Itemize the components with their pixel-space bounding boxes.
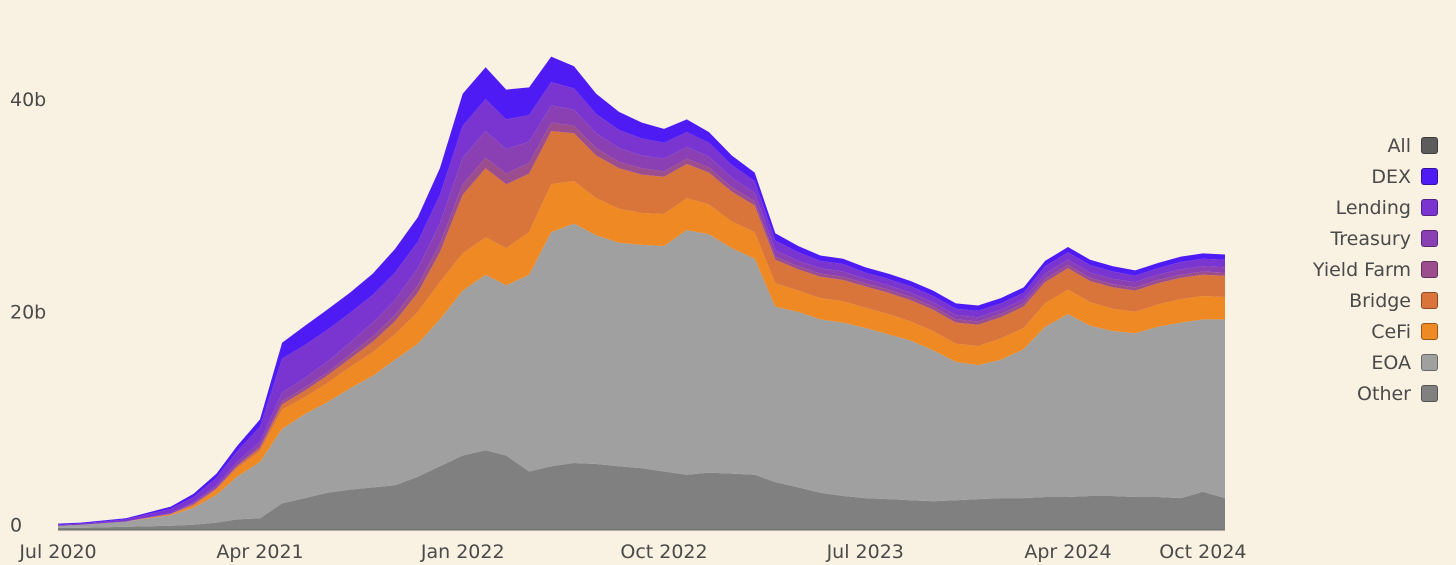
legend-swatch [1421,199,1438,216]
legend-label: Lending [1335,196,1411,219]
legend-swatch [1421,385,1438,402]
legend-item-yield-farm[interactable]: Yield Farm [1313,254,1438,285]
legend-label: Yield Farm [1312,258,1411,281]
y-tick-label: 20b [10,302,46,324]
y-tick-label: 40b [10,89,46,111]
x-tick-label: Apr 2021 [216,541,303,563]
legend-label: Bridge [1349,289,1411,312]
area-series-treasury [58,105,1225,526]
x-tick-label: Jan 2022 [420,541,505,563]
legend-swatch [1421,261,1438,278]
area-series-other [58,450,1225,530]
x-tick-label: Jul 2023 [826,541,904,563]
x-tick-label: Oct 2022 [620,541,707,563]
area-series-bridge [58,131,1225,526]
legend-swatch [1421,230,1438,247]
legend-item-bridge[interactable]: Bridge [1349,285,1438,316]
legend-item-other[interactable]: Other [1357,378,1438,409]
legend-label: EOA [1371,351,1411,374]
legend-label: Other [1357,382,1411,405]
area-series-cefi [58,181,1225,526]
legend-item-eoa[interactable]: EOA [1371,347,1438,378]
legend-item-all[interactable]: All [1387,130,1438,161]
x-axis-ticks: Jul 2020 Apr 2021 Jan 2022 Oct 2022 Jul 2023… [18,541,1246,563]
legend-label: CeFi [1371,320,1411,343]
y-tick-label: 0 [10,515,22,537]
legend-swatch [1421,323,1438,340]
legend-label: All [1387,134,1411,157]
y-axis-ticks: 0 20b 40b [10,89,46,537]
legend-item-treasury[interactable]: Treasury [1330,223,1438,254]
legend-item-dex[interactable]: DEX [1371,161,1438,192]
legend-item-lending[interactable]: Lending [1336,192,1438,223]
legend-label: Treasury [1330,227,1411,250]
chart-areas [58,56,1225,530]
x-tick-label: Apr 2024 [1024,541,1111,563]
legend-label: DEX [1371,165,1411,188]
x-tick-label: Oct 2024 [1159,541,1246,563]
legend-swatch [1421,354,1438,371]
legend-item-cefi[interactable]: CeFi [1371,316,1438,347]
x-tick-label: Jul 2020 [18,541,96,563]
area-series-eoa [58,223,1225,528]
legend-swatch [1421,137,1438,154]
chart-legend: All DEX Lending Treasury Yield Farm Bridge CeF… [1313,130,1438,409]
legend-swatch [1421,292,1438,309]
legend-swatch [1421,168,1438,185]
